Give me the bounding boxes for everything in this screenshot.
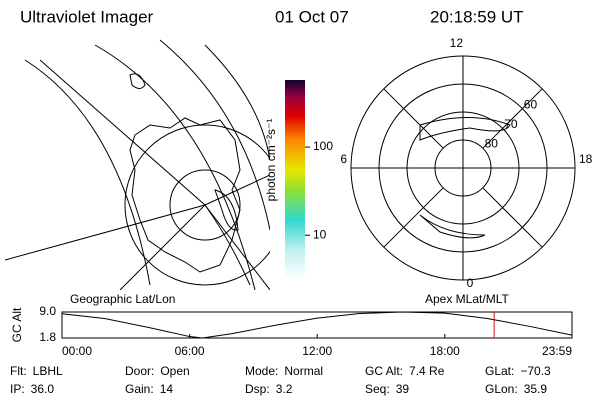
field-value: 36.0 — [31, 382, 55, 396]
field-label: Flt: — [10, 364, 27, 378]
lat-label: 60 — [524, 97, 538, 111]
field-label: GLon: — [485, 382, 518, 396]
x-tick-label: 06:00 — [175, 344, 205, 358]
field-label: Door: — [125, 364, 154, 378]
field-value: Open — [160, 364, 189, 378]
lat-label: 80 — [485, 137, 499, 151]
colorbar-tick-label: 100 — [313, 139, 333, 153]
mlt-spoke — [383, 88, 444, 149]
field-value: 14 — [160, 382, 174, 396]
y-tick-label: 9.0 — [39, 304, 56, 318]
status-bar: Flt: LBHL Door: Open Mode: Normal GC Alt: 7.4 R… — [10, 364, 551, 396]
geographic-map — [5, 39, 270, 290]
field-label: Dsp: — [245, 382, 270, 396]
colorbar-label: photon cm⁻²s⁻¹ — [264, 119, 278, 202]
colorbar — [285, 80, 305, 280]
colorbar-tick-label: 10 — [313, 227, 327, 241]
mlt-label: 12 — [450, 36, 464, 50]
field-label: Gain: — [125, 382, 154, 396]
x-tick-label: 18:00 — [430, 344, 460, 358]
field-value: 39 — [396, 382, 410, 396]
right-label: Apex MLat/MLT — [425, 292, 509, 306]
y-label: GC Alt — [10, 307, 24, 342]
field-label: Mode: — [245, 364, 278, 378]
date: 01 Oct 07 — [275, 7, 349, 26]
field-value: 3.2 — [276, 382, 293, 396]
title: Ultraviolet Imager — [20, 7, 154, 26]
field-label: GC Alt: — [365, 364, 403, 378]
x-tick-label: 12:00 — [302, 344, 332, 358]
field-value: 35.9 — [524, 382, 548, 396]
altitude-line — [61, 311, 573, 339]
y-tick-label: 1.8 — [39, 330, 56, 344]
time: 20:18:59 UT — [430, 7, 524, 26]
x-tick-label: 00:00 — [62, 344, 92, 358]
left-label: Geographic Lat/Lon — [70, 292, 175, 306]
field-label: Seq: — [365, 382, 390, 396]
mlt-label: 6 — [340, 152, 347, 166]
mlt-spoke — [482, 187, 543, 248]
field-value: −70.3 — [520, 364, 551, 378]
mlt-label: 0 — [467, 276, 474, 290]
mlt-label: 18 — [579, 152, 593, 166]
mlt-spoke — [482, 88, 543, 149]
field-value: 7.4 Re — [409, 364, 445, 378]
field-label: GLat: — [485, 364, 514, 378]
field-value: Normal — [284, 364, 323, 378]
mlt-spoke — [383, 187, 444, 248]
x-tick-label: 23:59 — [542, 344, 572, 358]
field-label: IP: — [10, 382, 25, 396]
polar-plot — [350, 55, 576, 281]
field-value: LBHL — [33, 364, 63, 378]
lat-label: 70 — [504, 117, 518, 131]
